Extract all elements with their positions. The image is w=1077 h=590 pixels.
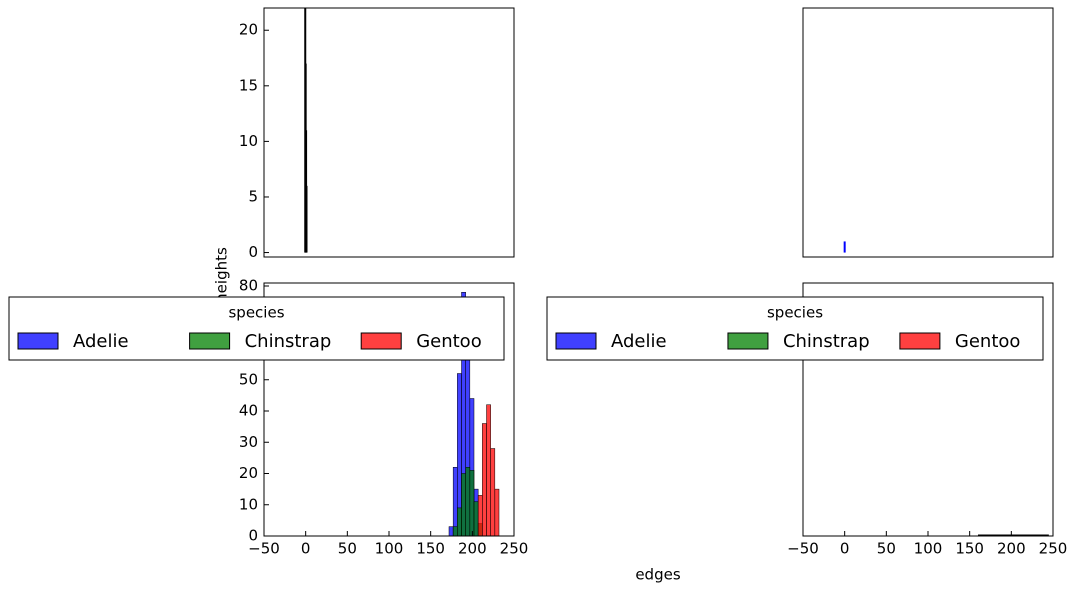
x-tick-label: 200 [997, 540, 1026, 558]
legend-label: Chinstrap [783, 331, 870, 352]
legend-label: Gentoo [955, 331, 1021, 352]
histogram-bar [465, 467, 471, 536]
y-tick-label: 80 [239, 277, 258, 295]
y-tick-label: 0 [248, 243, 258, 261]
y-tick-label: 20 [239, 21, 258, 39]
histogram-bar [473, 501, 479, 536]
legend: species Adelie Chinstrap Gentoo [8, 296, 505, 361]
histogram-bar [457, 507, 462, 536]
legend-swatch [17, 332, 59, 350]
legend-label: Adelie [611, 331, 667, 352]
x-tick-label: 200 [458, 540, 487, 558]
histogram-bar [494, 488, 500, 536]
histogram-bar [469, 470, 475, 536]
x-axis-label: edges [635, 566, 681, 584]
x-tick-label: 150 [416, 540, 445, 558]
legend-swatch [899, 332, 941, 350]
legend-swatch [727, 332, 769, 350]
y-tick-label: 50 [239, 370, 258, 388]
y-tick-label: 20 [239, 464, 258, 482]
legend-title: species [228, 304, 284, 322]
y-tick-label: 15 [239, 76, 258, 94]
plot-area [843, 241, 846, 253]
histogram-bar [486, 404, 491, 536]
histogram-bar [452, 467, 458, 536]
y-tick-label: 5 [248, 187, 258, 205]
bar [843, 241, 846, 253]
legend-label: Chinstrap [245, 331, 332, 352]
histogram-bar [490, 448, 496, 536]
y-tick-label: 10 [239, 132, 258, 150]
legend-swatch [360, 332, 402, 350]
x-tick-label: 0 [301, 540, 311, 558]
x-tick-label: 100 [914, 540, 943, 558]
y-tick-label: 0 [248, 527, 258, 545]
histogram-bar [461, 473, 466, 536]
x-tick-label: 250 [500, 540, 529, 558]
axes-frame [263, 7, 515, 258]
histogram-bar [448, 526, 454, 536]
legend-title: species [767, 304, 823, 322]
x-tick-label: −50 [787, 540, 819, 558]
bar [305, 185, 308, 253]
legend: species Adelie Chinstrap Gentoo [546, 296, 1044, 361]
histogram-bar [482, 423, 487, 536]
x-tick-label: 150 [955, 540, 984, 558]
x-tick-label: 50 [338, 540, 357, 558]
legend-box [8, 296, 505, 361]
histogram-bar [452, 526, 458, 536]
histogram-bar [477, 495, 483, 536]
axes-frame [802, 7, 1054, 258]
y-tick-label: 30 [239, 433, 258, 451]
legend-swatch [555, 332, 597, 350]
x-tick-label: 100 [375, 540, 404, 558]
x-tick-label: −50 [248, 540, 280, 558]
x-tick-label: 250 [1039, 540, 1068, 558]
legend-swatch [189, 332, 231, 350]
y-tick-label: 40 [239, 402, 258, 420]
legend-box [546, 296, 1044, 361]
x-tick-label: 0 [840, 540, 850, 558]
legend-label: Adelie [73, 331, 129, 352]
x-tick-label: 50 [877, 540, 896, 558]
y-axis-label: heights [213, 247, 231, 303]
y-tick-label: 10 [239, 495, 258, 513]
plot-area [304, 8, 308, 253]
legend-label: Gentoo [416, 331, 482, 352]
